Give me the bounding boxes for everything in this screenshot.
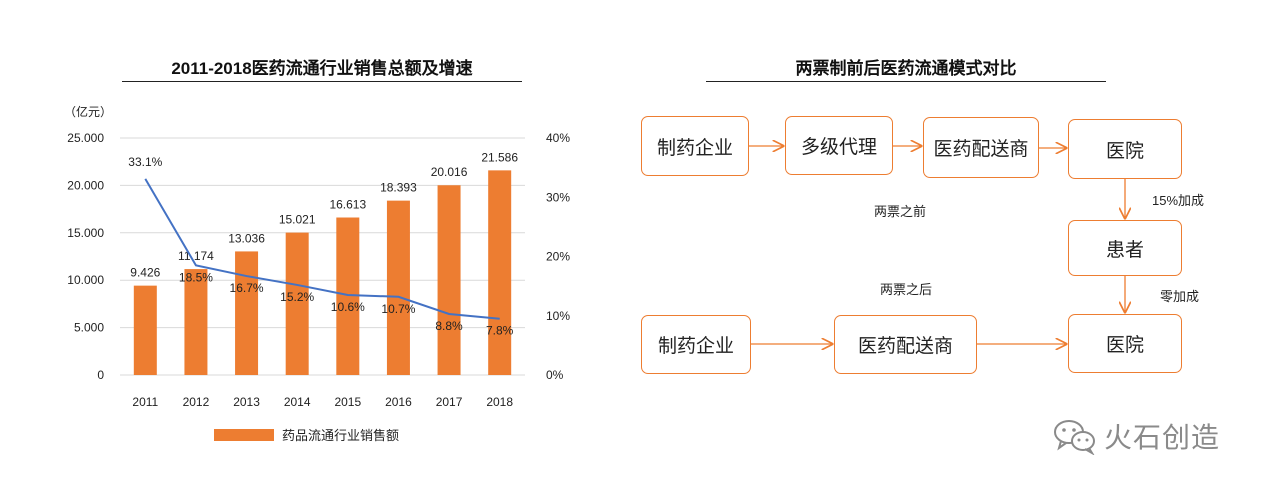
label-after: 两票之后	[880, 282, 933, 297]
bar	[285, 232, 309, 375]
node-pharma-before: 制药企业	[641, 116, 749, 176]
watermark: 火石创造	[1052, 416, 1220, 456]
y-left-tick-label: 10.000	[67, 273, 104, 287]
x-tick-label: 2018	[486, 395, 513, 409]
sales-growth-chart: 0 5.000 10.000 15.000 20.000 25.000 0% 10% 20% 30…	[64, 104, 570, 443]
y-right-tick-label: 20%	[546, 250, 570, 264]
bar	[437, 185, 461, 375]
legend-label: 药品流通行业销售额	[282, 428, 399, 443]
label-markup-zero: 零加成	[1160, 289, 1200, 304]
node-pharma-after: 制药企业	[641, 315, 751, 374]
node-hospital-after: 医院	[1068, 314, 1182, 373]
growth-label: 8.8%	[435, 319, 463, 333]
diagram-title: 两票制前后医药流通模式对比	[795, 59, 1017, 78]
bar-value-label: 16.613	[329, 198, 366, 212]
node-distributor-after: 医药配送商	[834, 315, 977, 374]
growth-label: 16.7%	[230, 281, 264, 295]
bar	[386, 200, 410, 375]
label-before: 两票之前	[874, 204, 927, 219]
x-tick-label: 2013	[233, 395, 260, 409]
chart-title-rule	[122, 81, 522, 82]
bar-value-label: 18.393	[380, 181, 417, 195]
x-tick-label: 2011	[132, 395, 158, 409]
bar	[184, 269, 208, 375]
bar-value-label: 15.021	[279, 213, 316, 227]
x-tick-label: 2015	[334, 395, 361, 409]
bar	[488, 170, 512, 375]
y-left-tick-label: 20.000	[67, 178, 104, 192]
x-tick-label: 2012	[183, 395, 210, 409]
growth-label: 18.5%	[179, 270, 213, 284]
node-hospital-before: 医院	[1068, 119, 1182, 179]
bar-value-label: 13.036	[228, 231, 265, 245]
wechat-icon	[1054, 420, 1095, 455]
bar	[336, 217, 360, 375]
y-left-tick-label: 25.000	[67, 131, 104, 145]
x-tick-label: 2017	[436, 395, 463, 409]
chart-title: 2011-2018医药流通行业销售总额及增速	[171, 59, 473, 78]
growth-label: 33.1%	[128, 155, 162, 169]
y-left-tick-label: 5.000	[74, 321, 104, 335]
y-right-tick-label: 40%	[546, 131, 570, 145]
y-right-tick-label: 0%	[546, 368, 564, 382]
bar-value-label: 9.426	[130, 266, 160, 280]
node-agents-before: 多级代理	[785, 116, 893, 175]
bar	[235, 251, 259, 375]
y-right-tick-label: 30%	[546, 190, 570, 204]
growth-label: 10.7%	[381, 302, 415, 316]
growth-label: 10.6%	[331, 300, 365, 314]
y-left-tick-label: 0	[97, 368, 104, 382]
y-left-tick-label: 15.000	[67, 226, 104, 240]
bar	[133, 285, 157, 375]
y-right-tick-label: 10%	[546, 309, 570, 323]
bar-value-label: 20.016	[431, 165, 468, 179]
legend-swatch	[214, 429, 274, 441]
node-distributor-before: 医药配送商	[923, 117, 1039, 178]
node-patient: 患者	[1068, 220, 1182, 276]
bar-value-label: 21.586	[481, 150, 518, 164]
diagram-title-rule	[706, 81, 1106, 82]
growth-label: 15.2%	[280, 290, 314, 304]
growth-label: 7.8%	[486, 324, 514, 338]
label-markup-15: 15%加成	[1152, 193, 1205, 208]
y-unit-label: （亿元）	[64, 104, 112, 119]
x-tick-label: 2014	[284, 395, 311, 409]
growth-rate-line	[144, 178, 500, 320]
watermark-text: 火石创造	[1104, 422, 1221, 453]
bar-value-label: 11.174	[178, 249, 214, 263]
x-tick-label: 2016	[385, 395, 412, 409]
